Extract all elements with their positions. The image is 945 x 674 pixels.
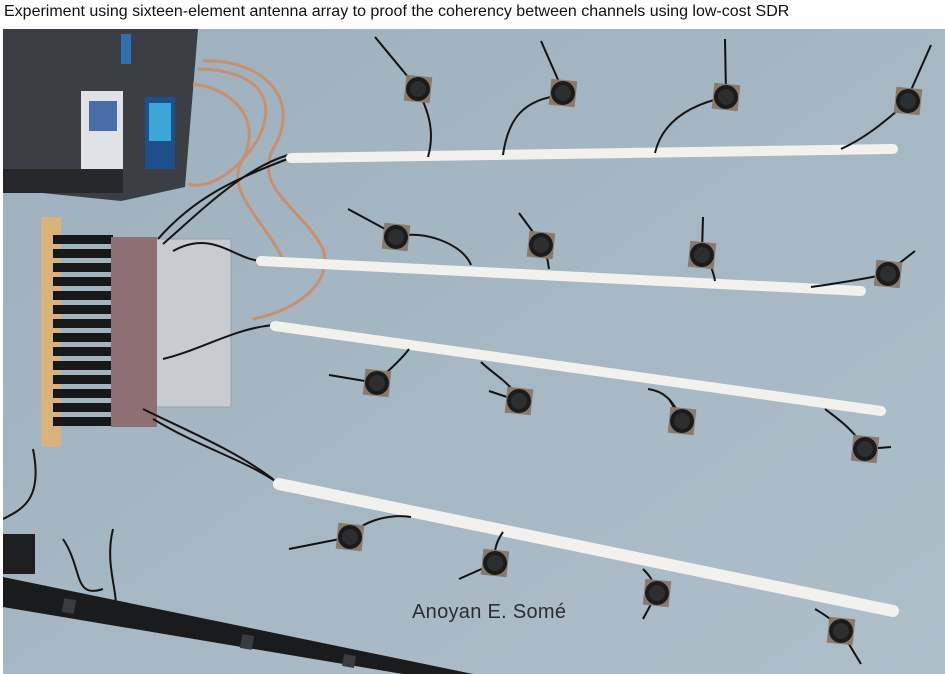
oscilloscope (3, 29, 198, 201)
pipe-row-1 (286, 144, 898, 163)
power-strip (3, 534, 473, 674)
coax-cables (187, 59, 327, 321)
photo-illustration (3, 29, 945, 674)
sdr-bank (41, 217, 232, 447)
antenna-array-photo: Anoyan E. Somé (3, 29, 945, 674)
pipe-row-4 (273, 478, 899, 617)
pipe-row-2 (256, 256, 866, 296)
photo-credit: Anoyan E. Somé (412, 601, 567, 623)
signal-cables (3, 154, 294, 620)
figure-caption: Experiment using sixteen-element antenna… (4, 3, 790, 20)
pipe-row-3 (270, 321, 886, 416)
